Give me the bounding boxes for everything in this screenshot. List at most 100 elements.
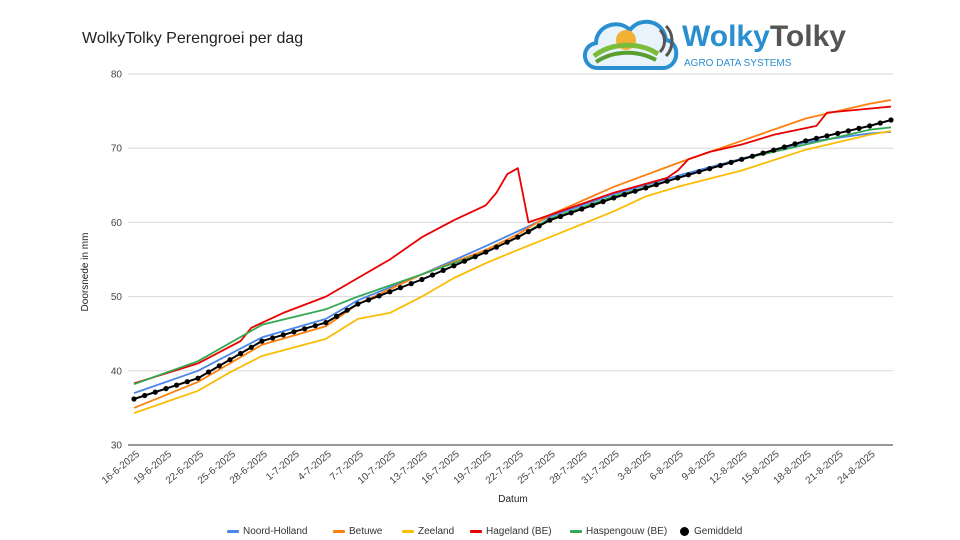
logo-brand-tolky: Tolky [770,20,846,53]
marker-gemiddeld [749,153,756,159]
marker-gemiddeld [781,144,788,150]
marker-gemiddeld [621,192,628,198]
logo-graphic: WolkyTolky AGRO DATA SYSTEMS [583,19,846,70]
marker-gemiddeld [493,244,500,250]
marker-gemiddeld [366,297,372,303]
marker-gemiddeld [142,392,148,399]
legend-item-haspengouw-be: Haspengouw (BE) [570,526,667,537]
legend-label: Noord-Holland [243,526,308,537]
marker-gemiddeld [259,338,265,344]
marker-gemiddeld [397,285,404,291]
marker-gemiddeld [483,249,489,255]
marker-gemiddeld [568,210,574,216]
y-tick-label: 40 [111,366,123,377]
marker-gemiddeld [717,162,724,169]
marker-gemiddeld [334,313,340,319]
legend-item-zeeland: Zeeland [402,526,454,537]
marker-gemiddeld [856,125,862,131]
marker-gemiddeld [739,156,745,162]
marker-gemiddeld [429,272,436,278]
marker-gemiddeld [131,396,137,402]
marker-gemiddeld [803,138,809,144]
marker-gemiddeld [408,281,414,287]
marker-gemiddeld [653,182,660,188]
marker-gemiddeld [611,195,617,201]
x-axis-label: Datum [498,494,527,505]
legend-swatch [227,530,239,533]
y-tick-label: 60 [111,218,123,229]
marker-gemiddeld [589,202,596,208]
marker-gemiddeld [728,159,734,165]
legend-label: Zeeland [418,526,455,537]
marker-gemiddeld [323,320,329,326]
marker-gemiddeld [525,229,532,235]
marker-gemiddeld [536,223,542,229]
logo-brand-wolky: Wolky [682,20,770,53]
legend-label: Gemiddeld [694,526,743,537]
legend-item-gemiddeld: Gemiddeld [680,526,742,537]
marker-gemiddeld [216,363,222,369]
marker-gemiddeld [504,239,510,245]
marker-gemiddeld [461,258,468,264]
legend-swatch [333,530,345,533]
marker-gemiddeld [163,386,169,392]
legend: Noord-Holland Betuwe Zeeland Hageland (BE) H… [0,526,960,540]
signal-icon [658,28,666,54]
marker-gemiddeld [419,276,425,283]
y-axis: 30 40 50 60 70 80 [111,70,123,452]
x-tick-label: 4-7-2025 [296,449,334,483]
x-tick-label: 3-8-2025 [616,449,654,483]
logo-tagline: AGRO DATA SYSTEMS [684,58,792,69]
legend-swatch [680,527,689,536]
marker-gemiddeld [888,117,894,123]
marker-gemiddeld [813,135,820,141]
logo: WolkyTolky AGRO DATA SYSTEMS [578,10,853,82]
marker-gemiddeld [238,350,244,357]
y-tick-label: 50 [111,292,123,303]
marker-gemiddeld [472,254,478,260]
marker-gemiddeld [696,169,702,175]
marker-gemiddeld [835,130,841,136]
marker-gemiddeld [515,234,521,240]
series-line-betuwe [133,99,892,409]
marker-gemiddeld [664,178,670,184]
marker-gemiddeld [547,217,553,223]
marker-gemiddeld [867,123,873,129]
marker-gemiddeld [174,382,180,388]
marker-gemiddeld [643,185,649,191]
marker-gemiddeld [270,335,276,341]
grid [128,73,893,446]
legend-item-hageland-be: Hageland (BE) [470,526,552,537]
marker-gemiddeld [845,128,852,134]
y-tick-label: 70 [111,144,123,155]
marker-gemiddeld [302,326,308,332]
marker-gemiddeld [248,344,254,350]
y-tick-label: 80 [111,70,123,81]
marker-gemiddeld [707,166,713,172]
marker-gemiddeld [376,293,382,299]
legend-label: Betuwe [349,526,383,537]
marker-gemiddeld [387,289,393,295]
marker-gemiddeld [440,267,446,273]
marker-gemiddeld [227,357,233,363]
marker-gemiddeld [206,369,212,375]
series-line-zeeland [133,130,892,414]
marker-gemiddeld [685,172,692,178]
marker-gemiddeld [280,332,286,338]
marker-gemiddeld [291,329,297,335]
marker-gemiddeld [792,141,798,147]
marker-gemiddeld [355,301,361,307]
chart-title: WolkyTolky Perengroei per dag [82,30,304,47]
marker-gemiddeld [877,120,883,126]
legend-swatch [470,530,482,533]
legend-swatch [570,530,582,533]
y-tick-label: 30 [111,441,123,452]
x-tick-label: 6-8-2025 [648,449,686,483]
series-group [131,99,894,414]
y-axis-label: Doorsnede in mm [80,233,91,312]
marker-gemiddeld [195,375,201,381]
legend-label: Haspengouw (BE) [586,526,668,537]
marker-gemiddeld [760,150,766,156]
legend-swatch [402,530,414,533]
